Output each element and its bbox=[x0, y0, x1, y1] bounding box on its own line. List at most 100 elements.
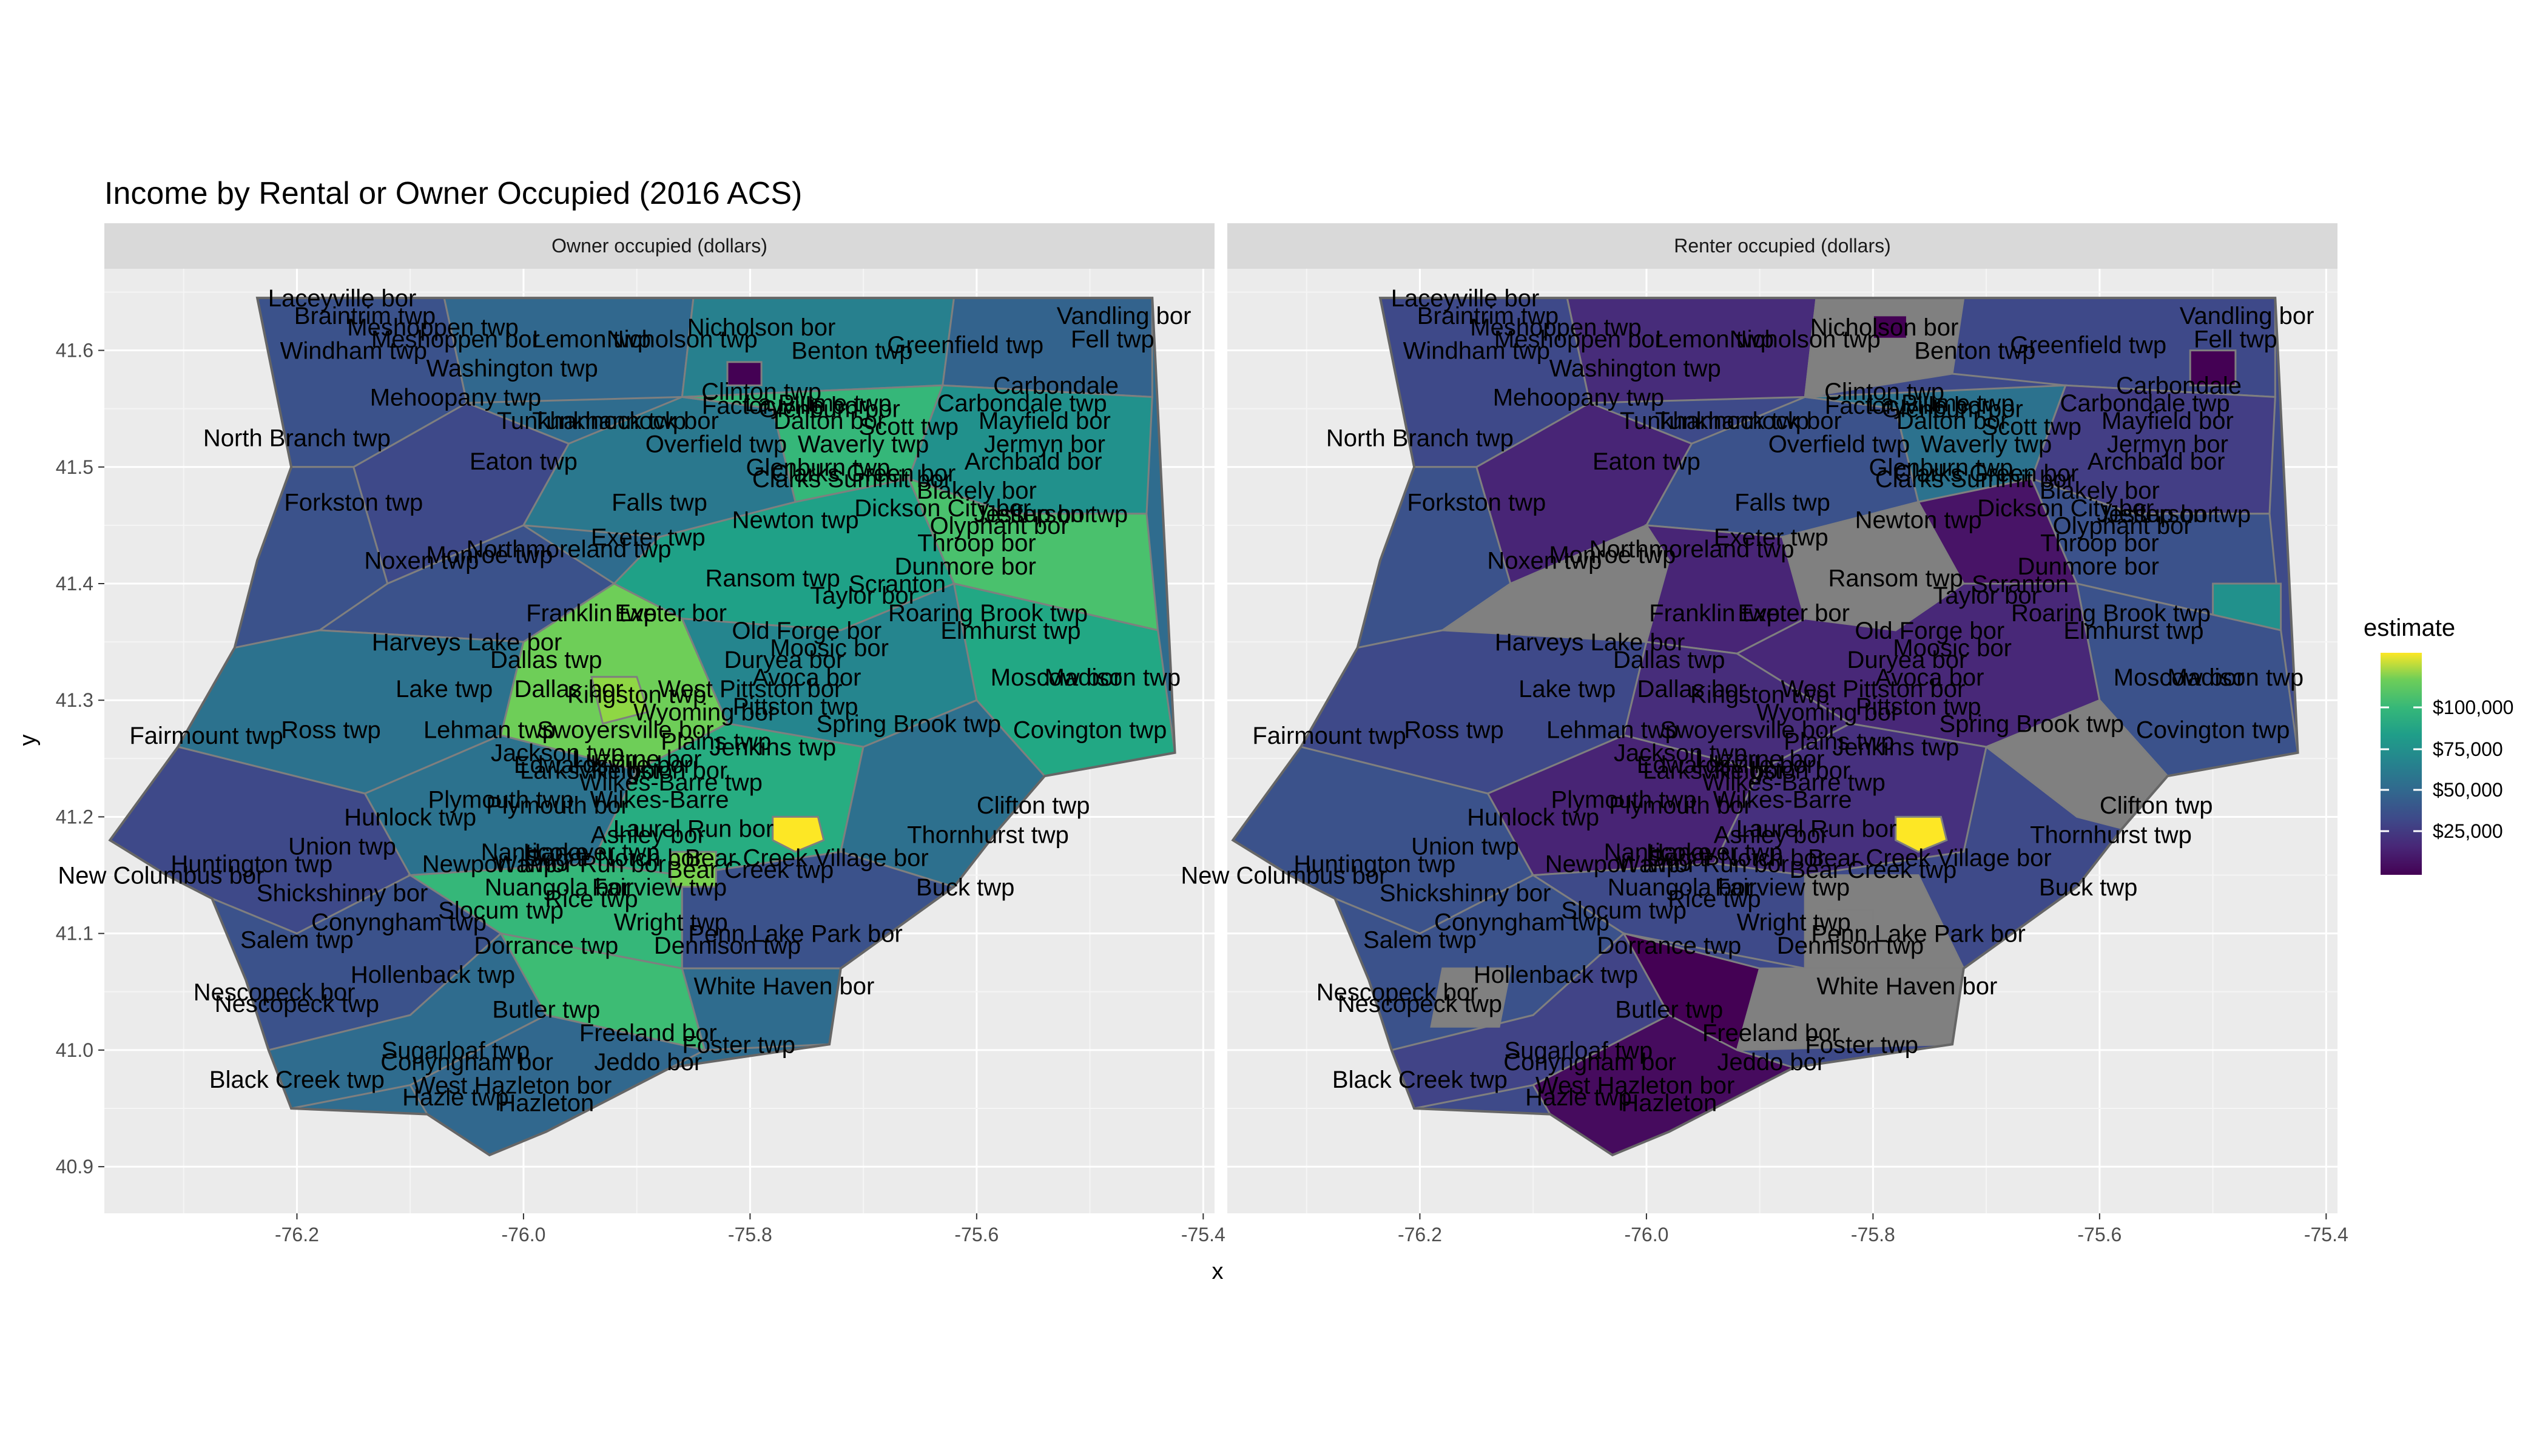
place-label: Franklin twp bbox=[1649, 600, 1780, 627]
place-label: Luzerne bor bbox=[572, 746, 701, 772]
place-label: Exeter twp bbox=[1714, 524, 1828, 551]
place-label: Bear Creek twp bbox=[1790, 857, 1957, 883]
place-label: Nescopeck bor bbox=[194, 979, 356, 1006]
x-axis-ticks: -76.2 -76.0 -75.8 -75.6 -75.4 bbox=[275, 1213, 1225, 1245]
place-label: Mehoopany twp bbox=[1493, 384, 1664, 411]
place-label: Monroe twp bbox=[426, 542, 553, 568]
county-border bbox=[108, 297, 1176, 1157]
place-label: Lemon twp bbox=[532, 326, 651, 352]
place-label: Hazleton bbox=[498, 1090, 594, 1116]
place-label: Clarks Green bor bbox=[771, 460, 956, 487]
place-label: Foster twp bbox=[682, 1031, 795, 1058]
place-label: Throop bor bbox=[917, 530, 1036, 557]
place-label: Salem twp bbox=[1363, 926, 1477, 953]
panel-strip bbox=[104, 223, 1215, 269]
place-label: Nanticoke bbox=[481, 839, 589, 866]
place-label: Sugar Notch bor bbox=[526, 845, 703, 872]
place-label: Jermyn bor bbox=[984, 431, 1105, 457]
place-label: Old Forge bor bbox=[732, 618, 881, 644]
place-label: Wilkes-Barre twp bbox=[1702, 769, 1886, 796]
place-label: Dalton bor bbox=[1896, 408, 2009, 434]
place-label: Conyngham bor bbox=[380, 1049, 553, 1076]
place-label: Pittston twp bbox=[733, 693, 858, 720]
place-label: Clarks Green bor bbox=[1894, 460, 2079, 487]
place-label: Noxen twp bbox=[364, 548, 479, 575]
place-label: Dennison twp bbox=[654, 932, 801, 959]
place-label: West Pittston bor bbox=[1781, 676, 1965, 703]
place-label: Carbondale bbox=[993, 372, 1119, 399]
place-label: Nicholson twp bbox=[607, 326, 758, 352]
place-label: Avoca bor bbox=[752, 664, 861, 691]
place-label: Olyphant bor bbox=[2053, 513, 2192, 539]
place-label: Conyngham twp bbox=[1434, 909, 1609, 935]
place-label: Braintrim twp bbox=[1417, 303, 1559, 329]
place-label: Nescopeck bor bbox=[1316, 979, 1478, 1006]
y-tick-label: 41.2 bbox=[56, 806, 93, 827]
place-label: Glenburn bor bbox=[1881, 396, 2023, 423]
place-label: Meshoppen twp bbox=[1470, 314, 1641, 341]
place-label: Clinton twp bbox=[1824, 379, 1944, 405]
place-label: Ross twp bbox=[1404, 716, 1504, 743]
place-label: Greenfield twp bbox=[2010, 332, 2166, 359]
place-label: Glenburn twp bbox=[746, 454, 890, 481]
place-label: Newton twp bbox=[1855, 507, 1982, 533]
place-label: Avoca bor bbox=[1875, 664, 1984, 691]
place-label: Fairmount twp bbox=[129, 723, 283, 749]
place-label: Jefferson twp bbox=[984, 501, 1128, 528]
place-label: Fairmount twp bbox=[1252, 723, 1406, 749]
x-axis-ticks: -76.2 -76.0 -75.8 -75.6 -75.4 bbox=[1398, 1213, 2348, 1245]
place-label: Forkston twp bbox=[284, 489, 423, 516]
place-label: Throop bor bbox=[2040, 530, 2159, 557]
place-label: Tunkhannock bor bbox=[1655, 408, 1842, 434]
place-label: Swoyersville bor bbox=[537, 716, 713, 743]
place-label: Scranton bbox=[1972, 571, 2069, 598]
place-label: Overfield twp bbox=[645, 431, 787, 457]
place-label: Edwardsville bor bbox=[514, 752, 692, 778]
map-panel-2: Renter occupied (dollars)Laceyville borB… bbox=[1181, 223, 2348, 1245]
map-regions bbox=[1231, 297, 2299, 1157]
place-label: Exeter twp bbox=[591, 524, 706, 551]
place-label: Hanover twp bbox=[1646, 839, 1783, 866]
place-label: Fairview twp bbox=[1715, 874, 1850, 901]
y-tick-label: 41.1 bbox=[56, 923, 93, 945]
panel-strip-label: Owner occupied (dollars) bbox=[551, 235, 767, 257]
place-label: Ross twp bbox=[281, 716, 381, 743]
place-label: Foster twp bbox=[1805, 1031, 1918, 1058]
place-label: Plains twp bbox=[1784, 729, 1894, 755]
place-label: Dallas twp bbox=[1613, 647, 1725, 673]
place-label: Thornhurst twp bbox=[907, 821, 1069, 848]
place-label: Kingston twp bbox=[1690, 682, 1829, 709]
place-label: Taylor bor bbox=[810, 582, 917, 609]
panel-strip-label: Renter occupied (dollars) bbox=[1674, 235, 1891, 257]
place-label: Laceyville bor bbox=[1391, 285, 1540, 312]
place-label: Tunkhannock bor bbox=[532, 408, 719, 434]
y-tick-label: 41.5 bbox=[56, 456, 93, 478]
chart-title: Income by Rental or Owner Occupied (2016… bbox=[104, 176, 802, 211]
place-label: Jackson twp bbox=[1614, 740, 1747, 767]
place-label: Dickson City bor bbox=[1977, 495, 2154, 522]
place-label: Nuangola bor bbox=[1608, 874, 1753, 901]
place-label: Clarks Summit bor bbox=[752, 466, 952, 493]
place-label: Exeter bor bbox=[615, 600, 727, 627]
place-label: Ashley bor bbox=[1714, 821, 1828, 848]
place-label: Shickshinny bor bbox=[1380, 880, 1551, 906]
place-label: Mayfield bor bbox=[979, 408, 1111, 434]
place-label: Larksville bor bbox=[520, 758, 663, 784]
place-label: Lake twp bbox=[1518, 676, 1616, 703]
place-label: Wyoming bor bbox=[1756, 699, 1899, 726]
place-label: Carbondale twp bbox=[2060, 390, 2230, 417]
panels: Owner occupied (dollars) Laceyville borBr… bbox=[56, 223, 2348, 1245]
legend-label: $75,000 bbox=[2433, 738, 2503, 760]
x-tick-label: -75.4 bbox=[1181, 1224, 1225, 1245]
place-label: Covington twp bbox=[1013, 716, 1167, 743]
place-label: Jenkins twp bbox=[709, 734, 836, 761]
place-label: Clifton twp bbox=[2100, 792, 2213, 819]
place-label: Pittston twp bbox=[1856, 693, 1981, 720]
place-label: Black Creek twp bbox=[1332, 1067, 1508, 1093]
place-label: Rice twp bbox=[1668, 886, 1761, 912]
place-label: Waverly twp bbox=[798, 431, 929, 457]
place-label: Lehman twp bbox=[423, 716, 556, 743]
place-label: Wilkes-Barre bbox=[590, 787, 729, 814]
place-label: Kingston bor bbox=[592, 758, 728, 784]
